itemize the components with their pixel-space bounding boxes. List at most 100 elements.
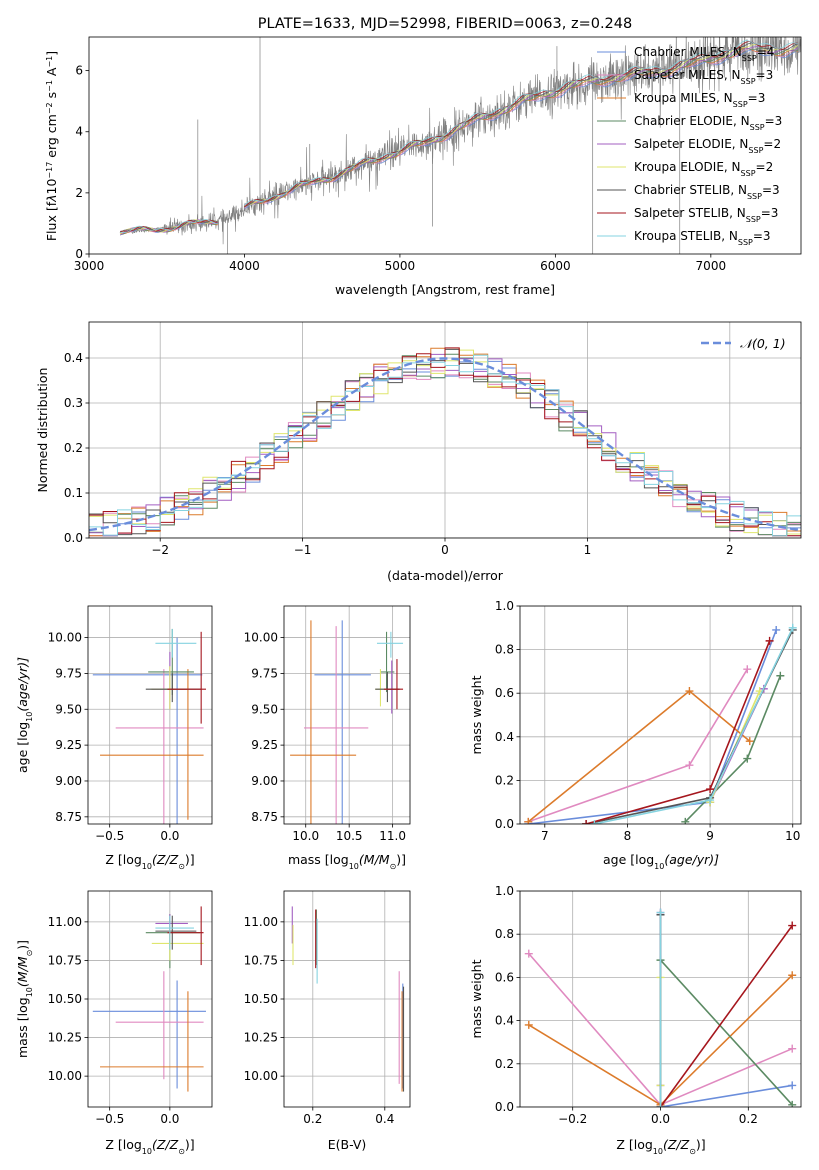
x-tick-label: 9 bbox=[706, 829, 714, 843]
y-tick-label: 0.4 bbox=[495, 730, 514, 744]
y-tick-label: 0.2 bbox=[64, 441, 83, 455]
label-part: −2 bbox=[45, 102, 54, 114]
y-axis-label: mass weight bbox=[469, 675, 484, 754]
y-tick-label: 9.75 bbox=[55, 666, 82, 680]
y-tick-label: 9.00 bbox=[251, 774, 278, 788]
label-part: =3 bbox=[761, 206, 779, 220]
label-part: 10 bbox=[142, 1147, 152, 1156]
y-tick-label: 0.4 bbox=[495, 1014, 514, 1028]
label-part: Flux [f bbox=[44, 201, 59, 241]
y-axis-label: Flux [fλ10−17 erg cm−2 s−1 A−1] bbox=[44, 51, 59, 241]
plot-area bbox=[88, 891, 212, 1107]
series-line bbox=[659, 959, 793, 1106]
label-part: −1 bbox=[45, 80, 54, 92]
series-marker bbox=[788, 921, 797, 930]
axes-frame bbox=[88, 321, 802, 539]
series-marker bbox=[788, 971, 797, 980]
series-marker bbox=[656, 1103, 665, 1107]
legend-entry: Chabrier ELODIE, NSSP=3 bbox=[634, 114, 782, 132]
legend-entry: Salpeter STELIB, NSSP=3 bbox=[634, 206, 778, 224]
series-marker bbox=[743, 754, 752, 763]
series-marker bbox=[656, 908, 665, 917]
plot-area bbox=[520, 606, 801, 824]
label-part: A bbox=[44, 67, 59, 80]
axes: 0.2 0.4 10.00 10.25 10.50 10.75 11.00 bbox=[244, 890, 411, 1126]
y-tick-label: 0.3 bbox=[64, 396, 83, 410]
series-marker bbox=[706, 796, 715, 805]
plot-area bbox=[119, 37, 801, 254]
x-axis-label: (data-model)/error bbox=[387, 568, 504, 583]
label-part: age [log bbox=[603, 852, 654, 867]
series-marker bbox=[788, 1081, 797, 1090]
label-part: Kroupa MILES, N bbox=[634, 91, 733, 105]
series-marker bbox=[776, 671, 785, 680]
series-marker bbox=[582, 820, 591, 824]
y-axis-label: Normed distribution bbox=[35, 368, 50, 493]
axes-frame bbox=[519, 890, 802, 1108]
series-marker bbox=[772, 625, 781, 634]
axes: −0.5 0.0 8.75 9.00 9.25 9.50 9.75 10.00 bbox=[48, 605, 213, 843]
plot-area bbox=[284, 606, 410, 824]
label-part: ⊙ bbox=[25, 950, 34, 957]
x-tick-label: 0.0 bbox=[651, 1112, 670, 1126]
label-part: SSP bbox=[741, 77, 756, 86]
label-part: ⊙ bbox=[178, 1147, 185, 1156]
y-tick-label: 10.75 bbox=[48, 953, 82, 967]
axes: −0.2 0.0 0.2 0.0 0.2 0.4 0.6 0.8 1.0 bbox=[495, 884, 802, 1126]
axes: 7 8 9 10 0.0 0.2 0.4 0.6 0.8 1.0 bbox=[495, 599, 802, 843]
y-tick-label: 10.50 bbox=[244, 992, 278, 1006]
series-marker bbox=[681, 817, 690, 824]
y-tick-label: 9.50 bbox=[55, 702, 82, 716]
label-part: s bbox=[44, 92, 59, 103]
y-tick-label: 9.75 bbox=[251, 666, 278, 680]
x-tick-label: 10 bbox=[785, 829, 800, 843]
series-marker bbox=[743, 665, 752, 674]
label-part: Salpeter STELIB, N bbox=[634, 206, 746, 220]
x-axis-label: wavelength [Angstrom, rest frame] bbox=[335, 282, 555, 297]
x-tick-label: −0.5 bbox=[95, 829, 124, 843]
y-tick-label: 1.0 bbox=[495, 884, 514, 898]
x-tick-label: 5000 bbox=[385, 259, 416, 273]
label-part: 10 bbox=[44, 179, 59, 195]
y-axis-label: mass weight bbox=[469, 959, 484, 1038]
axes-frame bbox=[283, 890, 411, 1108]
label-part: erg cm bbox=[44, 114, 59, 162]
y-tick-label: 9.00 bbox=[55, 774, 82, 788]
label-part: (M/M bbox=[15, 956, 30, 987]
label-part: (Z/Z bbox=[152, 1137, 179, 1152]
y-tick-label: 10.00 bbox=[48, 631, 82, 645]
label-part: =3 bbox=[762, 183, 780, 197]
y-tick-label: 8.75 bbox=[55, 810, 82, 824]
y-tick-label: 0.8 bbox=[495, 927, 514, 941]
y-tick-label: 10.50 bbox=[48, 992, 82, 1006]
label-part: )] bbox=[15, 940, 30, 950]
y-tick-label: 0.0 bbox=[64, 531, 83, 545]
legend-entry: Kroupa MILES, NSSP=3 bbox=[634, 91, 765, 109]
y-tick-label: 11.00 bbox=[244, 915, 278, 929]
label-part: Z [log bbox=[616, 1137, 652, 1152]
y-tick-label: 10.00 bbox=[244, 631, 278, 645]
y-tick-label: 9.25 bbox=[55, 738, 82, 752]
x-tick-label: 10.0 bbox=[292, 829, 319, 843]
axes-frame bbox=[87, 605, 213, 825]
series-line bbox=[527, 689, 751, 823]
y-tick-label: 0.0 bbox=[495, 1100, 514, 1114]
label-part: 10 bbox=[349, 862, 359, 871]
series-line bbox=[660, 1084, 793, 1107]
x-tick-label: 7 bbox=[541, 829, 549, 843]
x-tick-label: 1 bbox=[584, 543, 592, 557]
label-part: 10 bbox=[653, 1147, 663, 1156]
label-part: (Z/Z bbox=[663, 1137, 690, 1152]
plot-area bbox=[520, 891, 801, 1107]
series-marker bbox=[788, 1044, 797, 1053]
label-part: SSP bbox=[733, 100, 748, 109]
x-axis-label: Z [log10(Z/Z⊙)] bbox=[105, 852, 194, 871]
y-tick-label: 10.75 bbox=[244, 953, 278, 967]
label-part: Salpeter MILES, N bbox=[634, 68, 741, 82]
x-tick-label: 0.2 bbox=[303, 1112, 322, 1126]
label-part: −17 bbox=[45, 162, 54, 179]
series-marker bbox=[590, 820, 599, 824]
x-tick-label: 0 bbox=[441, 543, 449, 557]
label-part: )] bbox=[696, 1137, 706, 1152]
